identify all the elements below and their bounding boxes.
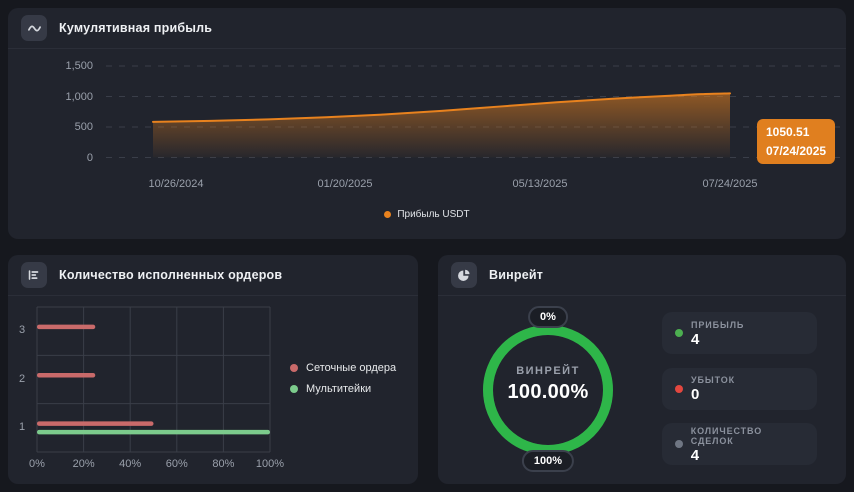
orders-x-tick: 20% (72, 458, 95, 470)
trades-status-dot (675, 440, 683, 448)
winrate-title: Винрейт (489, 268, 544, 282)
pie-chart-icon (451, 262, 477, 288)
orders-legend: Сеточные ордера Мультитейки (290, 362, 396, 395)
profit-tooltip-badge: 1050.51 07/24/2025 (757, 119, 836, 165)
orders-card: Количество исполненных ордеров 3 2 1 0% … (8, 255, 418, 484)
profit-legend-dot (384, 211, 392, 218)
bar-chart-horizontal-icon (21, 262, 47, 288)
loss-stat-value: 0 (691, 386, 700, 403)
trades-stat-value: 4 (690, 446, 700, 464)
orders-x-tick: 0% (29, 458, 45, 470)
winrate-header: Винрейт (438, 255, 846, 296)
loss-stat-label: УБЫТОК (691, 375, 736, 385)
winrate-max-badge: 100% (521, 450, 575, 472)
line-chart-icon (21, 15, 47, 41)
orders-category-label: 1 (18, 420, 26, 433)
profit-x-tick: 05/13/2025 (512, 178, 568, 190)
profit-x-tick: 07/24/2025 (702, 178, 758, 190)
profit-x-tick: 01/20/2025 (317, 178, 373, 190)
profit-y-tick: 0 (86, 151, 93, 164)
multitake-legend-label: Мультитейки (306, 383, 372, 395)
grid-orders-legend-dot (290, 364, 298, 372)
cumulative-profit-chart[interactable] (8, 8, 846, 239)
orders-category-label: 3 (18, 324, 26, 336)
profit-stat-value: 4 (691, 330, 700, 348)
profit-tooltip-date: 07/24/2025 (766, 143, 827, 158)
stat-card-loss: УБЫТОК 0 (662, 367, 817, 410)
orders-chart[interactable] (8, 255, 418, 484)
stat-card-profit: ПРИБЫЛЬ 4 (662, 312, 817, 354)
profit-y-tick: 500 (74, 121, 93, 133)
cumulative-profit-header: Кумулятивная прибыль (8, 8, 846, 49)
winrate-card: Винрейт ВИНРЕЙТ 100.00% 0% 100% ПРИБЫЛЬ … (438, 255, 846, 484)
profit-legend-label: Прибыль USDT (397, 209, 470, 220)
orders-header: Количество исполненных ордеров (8, 255, 418, 296)
orders-title: Количество исполненных ордеров (59, 268, 283, 282)
winrate-min-badge: 0% (528, 306, 568, 328)
profit-legend[interactable]: Прибыль USDT (8, 209, 846, 220)
orders-category-label: 2 (18, 372, 26, 385)
multitake-legend-dot (290, 385, 298, 393)
stat-card-trades: КОЛИЧЕСТВО СДЕЛОК 4 (662, 423, 817, 465)
cumulative-profit-title: Кумулятивная прибыль (59, 21, 213, 35)
profit-x-tick: 10/26/2024 (148, 178, 204, 190)
trades-stat-label: КОЛИЧЕСТВО СДЕЛОК (690, 425, 763, 446)
cumulative-profit-card: Кумулятивная прибыль 1,500 1,000 500 0 1… (8, 8, 846, 239)
orders-legend-item[interactable]: Мультитейки (290, 383, 396, 395)
orders-x-tick: 100% (255, 458, 285, 470)
profit-y-tick: 1,500 (65, 60, 93, 72)
profit-y-tick: 1,000 (65, 90, 93, 103)
grid-orders-legend-label: Сеточные ордера (306, 362, 397, 374)
loss-status-dot (675, 384, 683, 393)
profit-status-dot (675, 329, 683, 337)
orders-x-tick: 40% (119, 458, 142, 470)
orders-legend-item[interactable]: Сеточные ордера (290, 362, 396, 374)
profit-stat-label: ПРИБЫЛЬ (691, 319, 745, 330)
orders-x-tick: 60% (165, 458, 188, 470)
orders-x-tick: 80% (212, 458, 235, 470)
profit-tooltip-value: 1050.51 (766, 125, 810, 139)
